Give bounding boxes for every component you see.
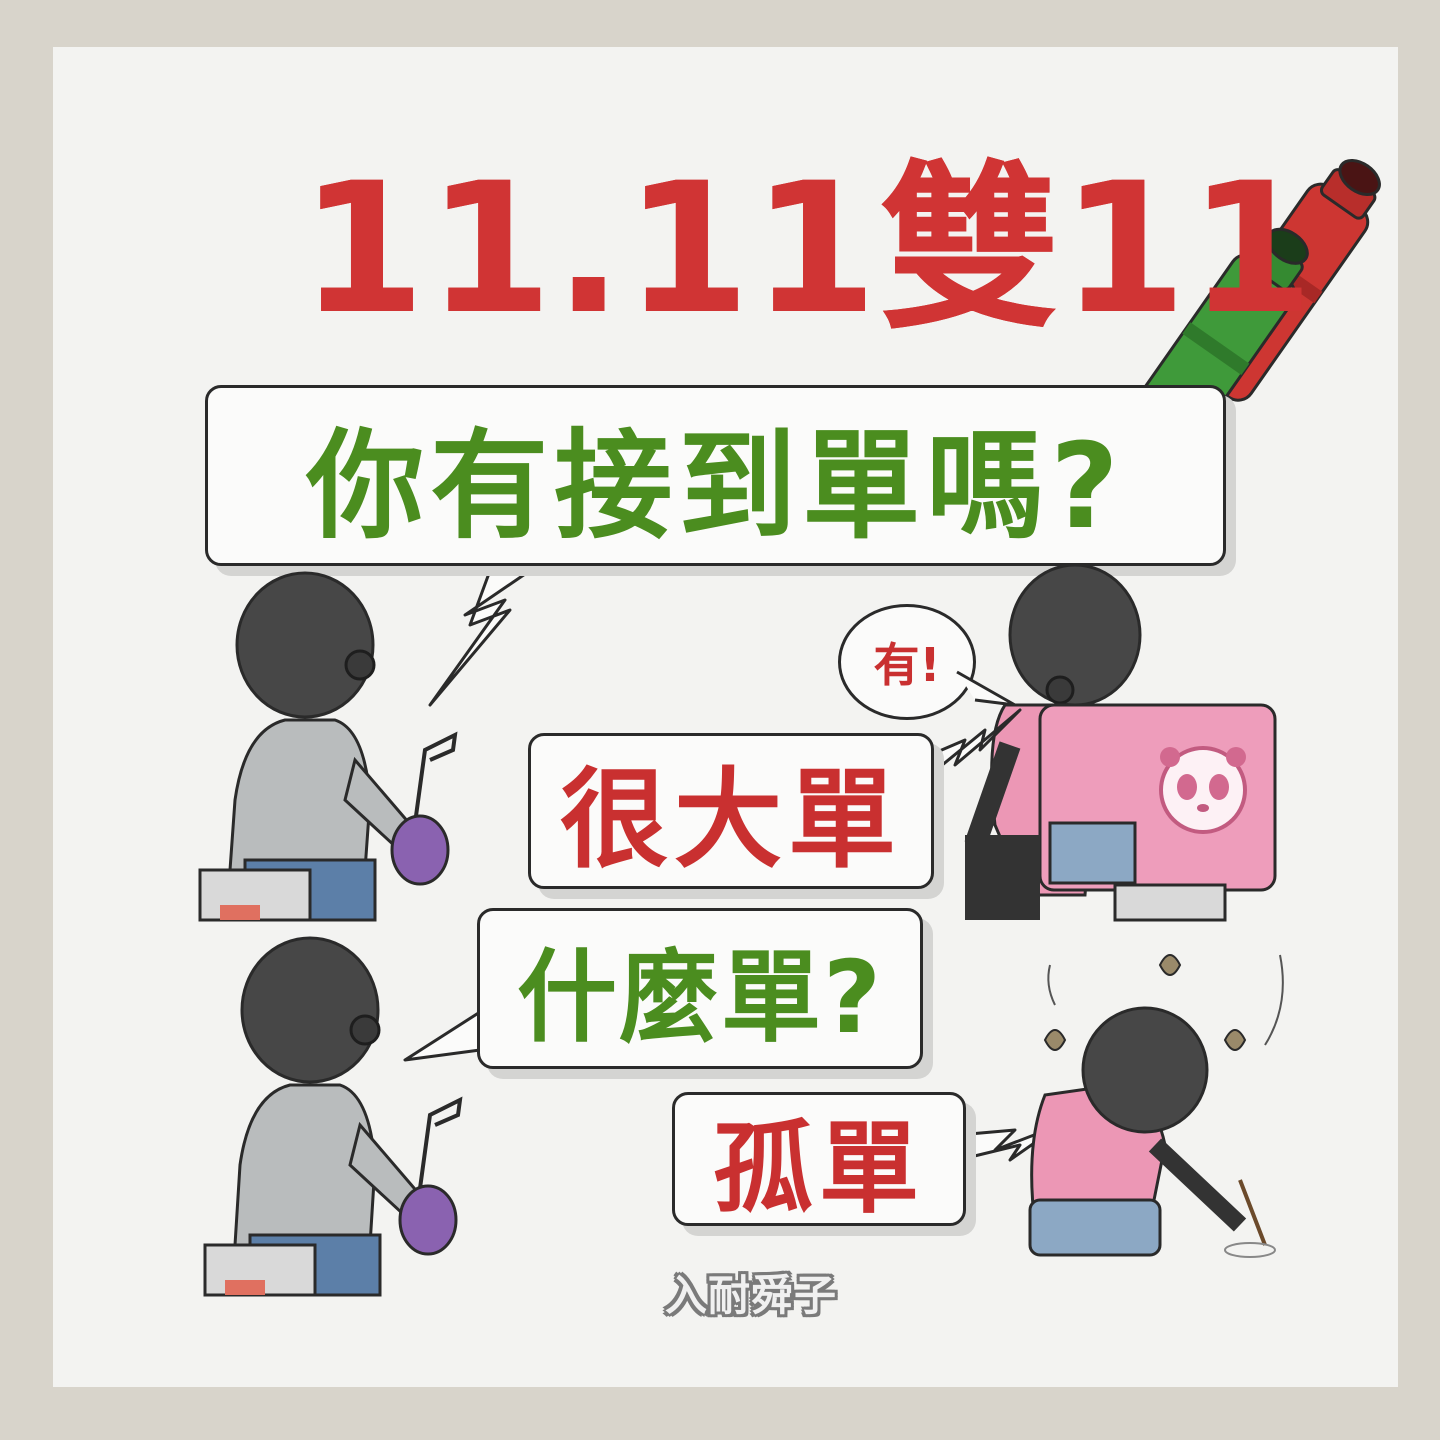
rider-gray-jacket-bottom [203, 936, 463, 1297]
falling-leaf-icon [1223, 1029, 1247, 1051]
big-order-bubble: 很大單 [528, 733, 934, 889]
what-order-bubble: 什麼單? [477, 908, 923, 1069]
question-bubble: 你有接到單嗎? [205, 385, 1226, 566]
big-order-bubble-tail [929, 708, 1022, 777]
artist-signature: 入耐舜子 [664, 1270, 837, 1320]
what-order-bubble-tail [403, 1010, 481, 1062]
rider-gray-jacket-top [198, 571, 458, 922]
panda-logo-icon [1159, 746, 1247, 834]
rider-crouching-alone [1028, 954, 1284, 1258]
page-title: 11.11雙11 [300, 145, 1316, 354]
yes-bubble-tail [956, 670, 1017, 707]
yes-bubble: 有! [838, 604, 976, 720]
falling-leaf-icon [1043, 1029, 1067, 1051]
rider-delivery-top [964, 563, 1277, 922]
question-bubble-tail [428, 555, 551, 707]
lonely-order-bubble: 孤單 [672, 1092, 966, 1227]
falling-leaf-icon [1158, 954, 1182, 976]
